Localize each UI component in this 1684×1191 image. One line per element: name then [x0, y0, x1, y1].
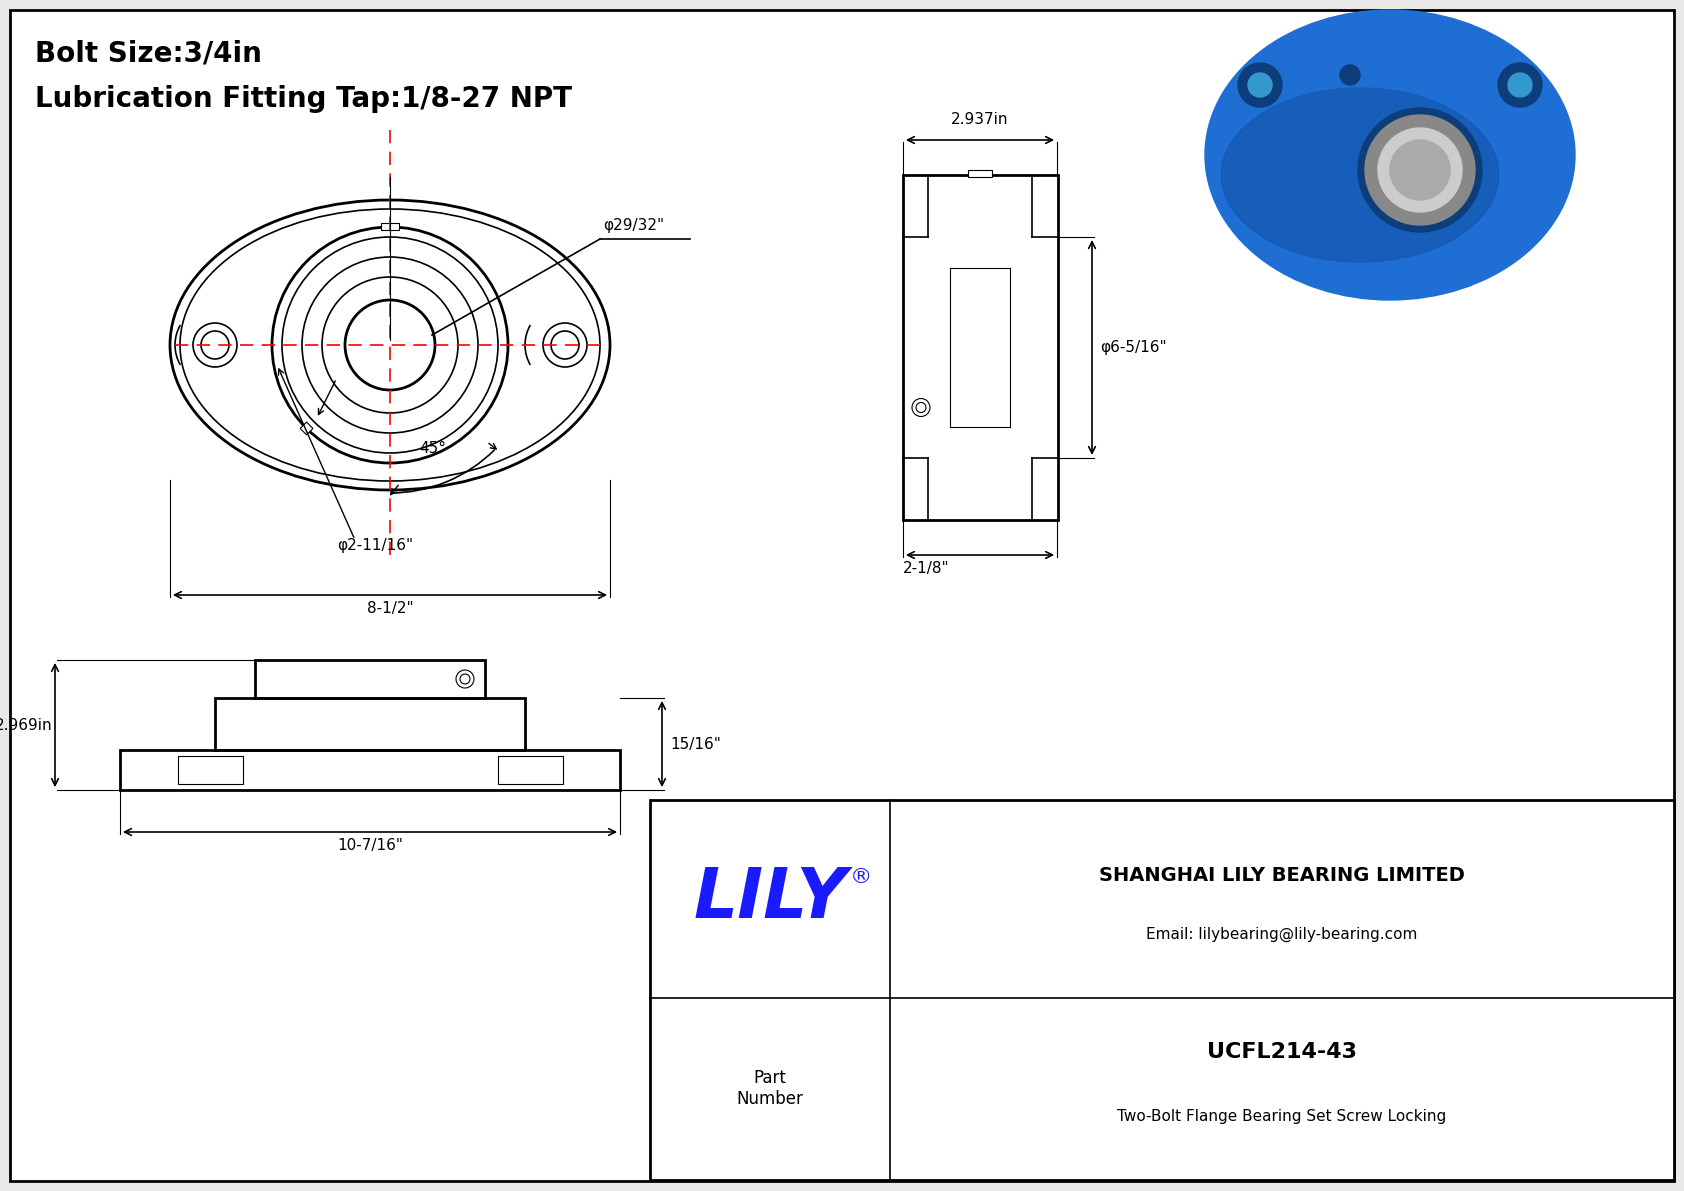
Text: Bolt Size:3/4in: Bolt Size:3/4in — [35, 40, 263, 68]
Text: 45°: 45° — [419, 441, 446, 456]
Text: 15/16": 15/16" — [670, 736, 721, 752]
Text: Lubrication Fitting Tap:1/8-27 NPT: Lubrication Fitting Tap:1/8-27 NPT — [35, 85, 573, 113]
Bar — [177, 756, 242, 784]
Text: UCFL214-43: UCFL214-43 — [1207, 1042, 1357, 1062]
Text: 2.937in: 2.937in — [951, 112, 1009, 127]
Circle shape — [1357, 108, 1482, 232]
Bar — [650, 800, 1674, 1180]
Text: 2-1/8": 2-1/8" — [903, 561, 950, 576]
Text: φ2-11/16": φ2-11/16" — [337, 538, 413, 553]
Bar — [903, 175, 1058, 520]
Text: ®: ® — [850, 867, 872, 887]
Text: 8-1/2": 8-1/2" — [367, 601, 413, 616]
Circle shape — [1238, 63, 1282, 107]
Bar — [968, 170, 992, 177]
Bar — [300, 422, 313, 435]
Bar — [120, 750, 620, 790]
Circle shape — [1389, 141, 1450, 200]
Text: φ29/32": φ29/32" — [603, 218, 663, 233]
Text: φ6-5/16": φ6-5/16" — [1100, 339, 1167, 355]
Circle shape — [1507, 73, 1532, 96]
Text: SHANGHAI LILY BEARING LIMITED: SHANGHAI LILY BEARING LIMITED — [1100, 866, 1465, 885]
Circle shape — [1340, 66, 1361, 85]
Text: 2.969in: 2.969in — [0, 717, 52, 732]
Bar — [497, 756, 562, 784]
Text: Part
Number: Part Number — [736, 1070, 803, 1108]
Circle shape — [1248, 73, 1271, 96]
Ellipse shape — [1221, 88, 1499, 262]
Text: Two-Bolt Flange Bearing Set Screw Locking: Two-Bolt Flange Bearing Set Screw Lockin… — [1118, 1109, 1447, 1123]
Ellipse shape — [1206, 10, 1575, 300]
Text: 10-7/16": 10-7/16" — [337, 838, 402, 853]
Bar — [254, 660, 485, 698]
Circle shape — [1366, 116, 1475, 225]
Bar — [216, 698, 525, 750]
Circle shape — [1378, 127, 1462, 212]
Bar — [381, 223, 399, 230]
Text: LILY: LILY — [694, 866, 847, 933]
Text: Email: lilybearing@lily-bearing.com: Email: lilybearing@lily-bearing.com — [1147, 927, 1418, 942]
Circle shape — [1499, 63, 1543, 107]
